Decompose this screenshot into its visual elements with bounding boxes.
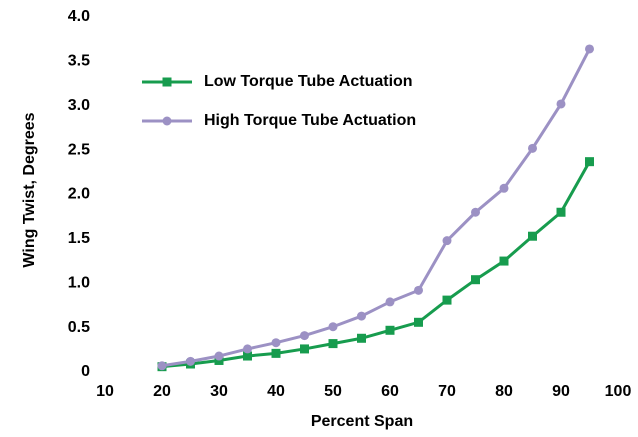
data-point [157,361,167,371]
data-point [357,333,366,343]
y-tick-label: 0.5 [68,319,90,336]
series-line [161,160,591,369]
data-point [414,317,423,327]
data-point [585,157,594,167]
data-point [442,295,452,305]
x-tick-label: 40 [267,383,285,400]
data-point [357,311,366,321]
data-point [300,331,309,341]
x-axis-title: Percent Span [311,413,413,430]
x-tick-label: 60 [381,383,399,400]
x-tick-label: 90 [552,383,570,400]
data-point [556,207,566,217]
data-point [499,183,509,193]
data-point [556,99,566,109]
data-point [385,297,395,307]
legend-marker [162,116,172,126]
x-tick-label: 100 [605,383,632,400]
data-point [271,348,281,358]
data-point [528,231,537,241]
data-point [585,44,594,54]
data-point [471,275,480,285]
x-tick-label: 10 [96,383,114,400]
y-tick-label: 0 [81,363,90,380]
y-tick-label: 3.5 [68,53,90,70]
y-axis-title: Wing Twist, Degrees [21,112,38,267]
y-tick-label: 4.0 [68,8,90,25]
y-tick-label: 2.5 [68,141,90,158]
y-tick-label: 1.0 [68,274,90,291]
data-point [214,351,224,361]
data-point [385,325,395,335]
y-tick-label: 3.0 [68,97,90,114]
x-tick-label: 20 [153,383,171,400]
data-point [328,339,338,349]
series-line [161,48,591,368]
legend-label: Low Torque Tube Actuation [204,73,413,90]
data-point [243,344,252,354]
data-point [271,338,281,348]
data-point [528,143,537,153]
data-point [471,207,480,217]
data-point [300,344,309,354]
data-point [442,236,452,246]
y-tick-label: 1.5 [68,230,90,247]
x-tick-label: 50 [324,383,342,400]
legend-marker [162,77,172,87]
data-point [414,285,423,295]
x-tick-label: 30 [210,383,228,400]
data-point [499,256,509,266]
x-tick-label: 80 [495,383,513,400]
x-tick-label: 70 [438,383,456,400]
legend-label: High Torque Tube Actuation [204,112,416,129]
data-point [328,322,338,332]
data-point [243,351,252,361]
y-tick-label: 2.0 [68,186,90,203]
data-point [186,356,195,366]
